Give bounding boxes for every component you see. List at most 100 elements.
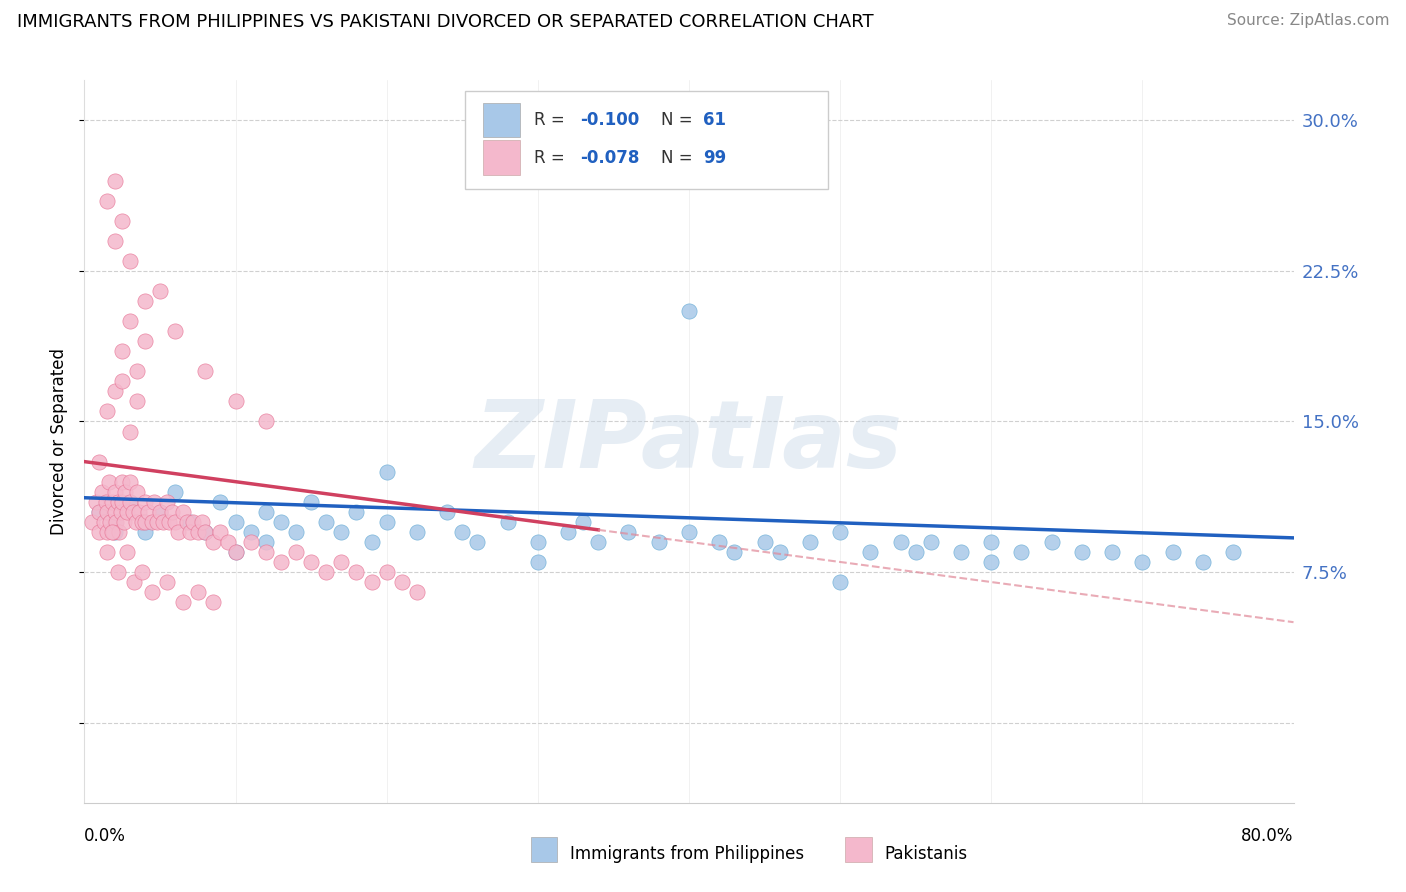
Point — [239, 534, 262, 549]
Point — [111, 475, 134, 489]
Point — [451, 524, 474, 539]
Point — [678, 524, 700, 539]
Point — [104, 524, 127, 539]
Point — [142, 494, 165, 508]
Point — [360, 574, 382, 589]
Point — [111, 494, 134, 508]
Point — [127, 394, 149, 409]
Point — [830, 524, 852, 539]
Point — [467, 534, 489, 549]
Point — [980, 555, 1002, 569]
Point — [1192, 555, 1215, 569]
Point — [86, 494, 108, 508]
Point — [920, 534, 942, 549]
Text: N =: N = — [661, 149, 697, 167]
Point — [209, 524, 232, 539]
Text: -0.100: -0.100 — [581, 111, 640, 129]
Point — [134, 293, 156, 308]
Point — [118, 425, 141, 439]
Point — [315, 565, 337, 579]
Text: Source: ZipAtlas.com: Source: ZipAtlas.com — [1226, 13, 1389, 29]
Point — [194, 524, 217, 539]
Point — [270, 515, 292, 529]
Point — [100, 494, 122, 508]
Point — [134, 515, 156, 529]
FancyBboxPatch shape — [484, 103, 520, 137]
Point — [118, 494, 141, 508]
Point — [156, 574, 179, 589]
Point — [201, 534, 224, 549]
Point — [557, 524, 579, 539]
Text: R =: R = — [534, 111, 571, 129]
Point — [134, 334, 156, 349]
Text: R =: R = — [534, 149, 571, 167]
Point — [754, 534, 776, 549]
Point — [187, 524, 209, 539]
Text: -0.078: -0.078 — [581, 149, 640, 167]
Text: ZIPatlas: ZIPatlas — [475, 395, 903, 488]
Point — [104, 484, 127, 499]
Point — [121, 505, 143, 519]
Point — [201, 595, 224, 609]
Point — [118, 475, 141, 489]
Point — [96, 505, 118, 519]
Point — [149, 505, 172, 519]
Point — [254, 534, 277, 549]
Point — [134, 515, 156, 529]
Text: 61: 61 — [703, 111, 727, 129]
Point — [330, 524, 353, 539]
Point — [346, 565, 368, 579]
Point — [527, 534, 550, 549]
Point — [527, 555, 550, 569]
Point — [165, 515, 187, 529]
Point — [172, 595, 194, 609]
Point — [648, 534, 671, 549]
Point — [115, 545, 138, 559]
FancyBboxPatch shape — [845, 837, 872, 862]
Point — [89, 524, 111, 539]
Point — [122, 574, 145, 589]
Point — [104, 505, 127, 519]
Point — [89, 505, 111, 519]
Point — [406, 585, 429, 599]
Point — [1071, 545, 1094, 559]
Point — [799, 534, 821, 549]
Point — [167, 524, 190, 539]
FancyBboxPatch shape — [484, 140, 520, 175]
Point — [225, 394, 247, 409]
Point — [209, 494, 232, 508]
FancyBboxPatch shape — [465, 91, 828, 189]
Point — [187, 585, 209, 599]
Point — [980, 534, 1002, 549]
Point — [105, 515, 128, 529]
Text: 0.0%: 0.0% — [84, 827, 127, 845]
Point — [239, 524, 262, 539]
Point — [254, 414, 277, 429]
Point — [114, 484, 136, 499]
Text: 99: 99 — [703, 149, 727, 167]
Point — [1161, 545, 1184, 559]
Point — [181, 515, 204, 529]
Point — [96, 545, 118, 559]
Point — [96, 194, 118, 208]
Point — [108, 524, 131, 539]
Point — [89, 455, 111, 469]
Point — [588, 534, 610, 549]
Point — [709, 534, 731, 549]
Point — [859, 545, 882, 559]
Point — [111, 375, 134, 389]
Point — [156, 494, 179, 508]
Point — [904, 545, 927, 559]
Point — [315, 515, 337, 529]
Point — [157, 515, 180, 529]
Point — [131, 515, 153, 529]
Point — [572, 515, 595, 529]
Point — [91, 484, 114, 499]
Point — [104, 384, 127, 399]
Point — [406, 524, 429, 539]
Point — [330, 555, 353, 569]
Point — [141, 585, 163, 599]
Point — [769, 545, 792, 559]
Point — [131, 565, 153, 579]
Point — [225, 545, 247, 559]
